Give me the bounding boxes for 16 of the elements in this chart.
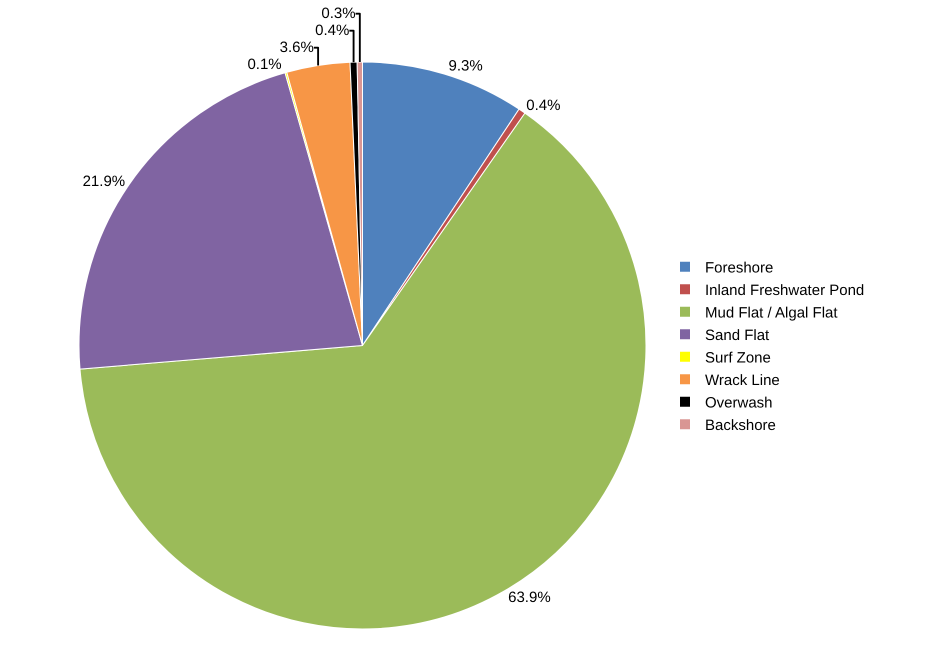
legend-label: Mud Flat / Algal Flat [705,304,838,322]
data-label: 63.9% [508,589,551,606]
legend-label: Backshore [705,417,776,434]
legend-label: Surf Zone [705,350,771,367]
data-label: 21.9% [82,172,126,190]
legend-label: Overwash [705,394,773,412]
data-label: 0.3% [321,5,356,22]
legend-label: Foreshore [705,260,774,277]
legend-label: Inland Freshwater Pond [705,282,864,300]
legend-label: Sand Flat [705,327,770,344]
data-label: 3.6% [280,39,314,56]
data-label: 0.4% [526,96,560,114]
data-label: 0.1% [247,56,282,74]
data-label: 0.4% [315,22,350,40]
legend-label: Wrack Line [705,372,780,390]
data-label: 9.3% [448,58,483,75]
